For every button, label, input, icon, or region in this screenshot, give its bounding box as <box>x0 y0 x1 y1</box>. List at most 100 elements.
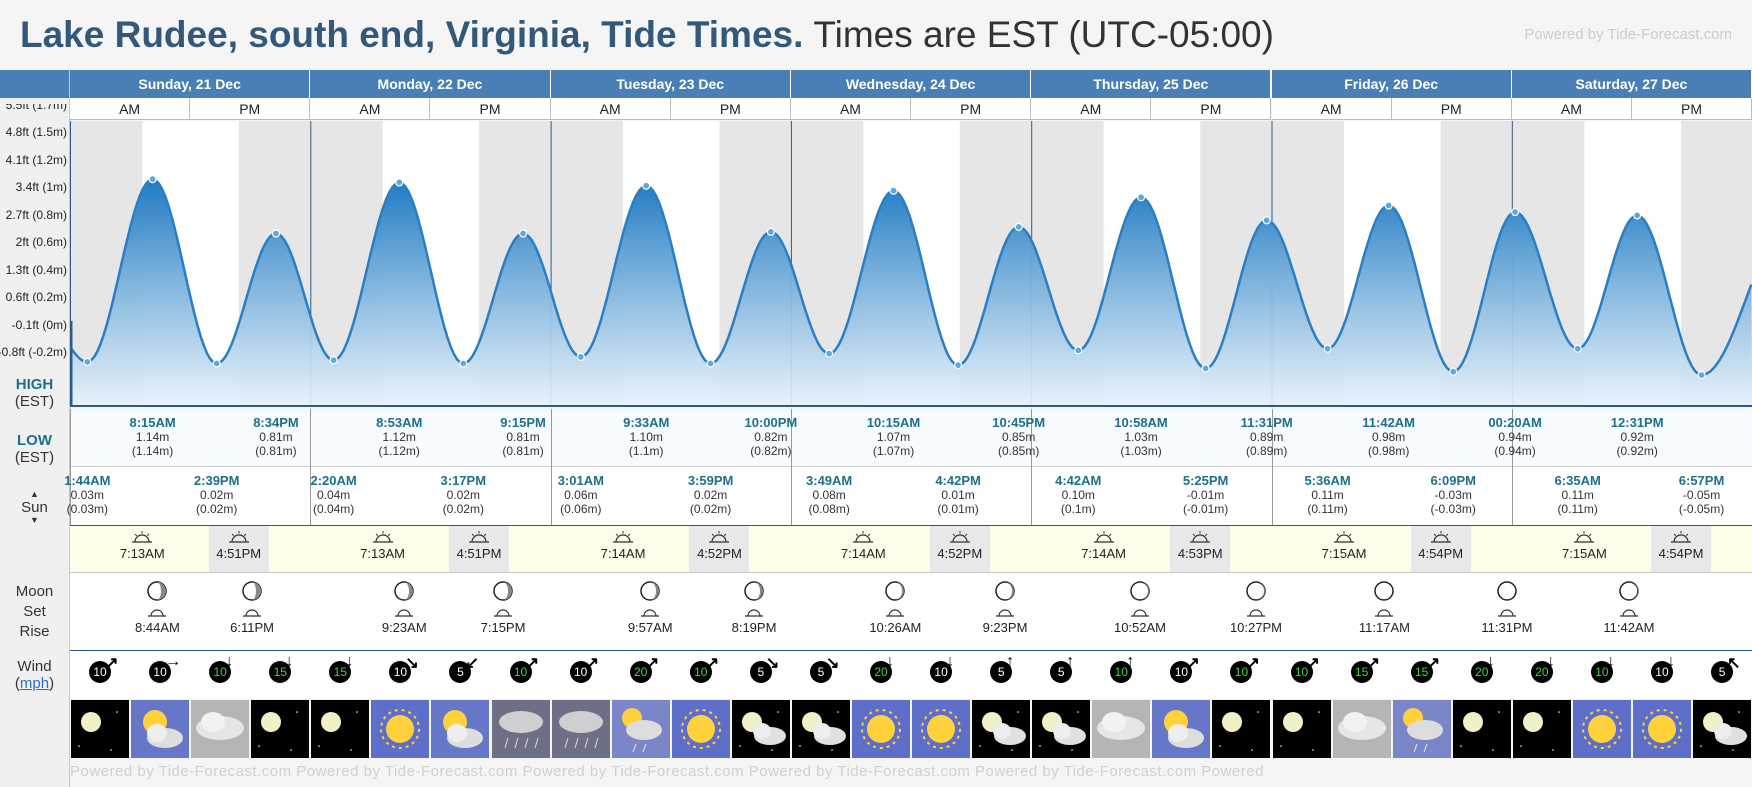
high-tide-cell: 10:45PM 0.85m (0.85m) <box>987 415 1051 459</box>
moonrise-cell: 11:42AM <box>1599 580 1659 635</box>
tide-time: 10:45PM <box>992 415 1046 430</box>
sunset-time: 4:54PM <box>1418 546 1464 561</box>
tide-point <box>212 359 221 368</box>
tide-height-paren: (0.02m) <box>196 502 238 516</box>
wind-cell: 10 ↗ <box>502 655 542 691</box>
moonrise-cell: 10:26AM <box>865 580 925 635</box>
moonrise-cell: 8:44AM <box>127 580 187 635</box>
sunrise-icon <box>613 531 634 543</box>
tide-point <box>1633 211 1642 220</box>
moonset-time: 7:15PM <box>480 620 526 635</box>
moonrise-time: 8:44AM <box>135 620 180 635</box>
day-header: Monday, 22 Dec <box>310 70 551 98</box>
wind-direction-icon: ↗ <box>105 655 119 672</box>
powered-by-footer: Powered by Tide-Forecast.com Powered by … <box>70 763 1264 780</box>
tide-time: 3:59PM <box>687 473 734 488</box>
wind-speed-badge: 10 <box>389 661 412 683</box>
sunset-time: 4:51PM <box>216 546 262 561</box>
tide-height-paren: (1.07m) <box>872 444 915 458</box>
tide-height-m: 1.07m <box>876 430 911 444</box>
wind-cell: 10 ↗ <box>1222 655 1262 691</box>
wind-unit-row: (mph) <box>14 675 55 692</box>
moonset-cell: 6:11PM <box>222 580 282 635</box>
moon-phase-icon <box>147 581 168 601</box>
moon-phase-icon <box>1246 581 1266 601</box>
moon-phase-icon <box>394 581 414 601</box>
tide-time: 1:44AM <box>64 473 111 488</box>
sunrise-icon <box>1093 531 1114 543</box>
wind-direction-icon: ↗ <box>705 655 720 672</box>
tide-height-paren: (-0.01m) <box>1182 502 1229 516</box>
moonset-icon <box>494 609 513 617</box>
tide-height-paren: (0.81m) <box>255 444 297 458</box>
wind-direction-icon: ↗ <box>585 655 600 672</box>
tide-height-paren: (1.03m) <box>1120 444 1162 458</box>
wind-cell: 5 ↙ <box>441 655 481 691</box>
moonset-cell: 10:27PM <box>1226 580 1286 635</box>
wind-speed-badge: 10 <box>930 661 953 683</box>
wind-direction-icon: ↓ <box>345 653 354 670</box>
am-label: AM <box>1511 98 1632 120</box>
wind-cell: 10 ↓ <box>1583 653 1623 691</box>
tide-height-paren: (0.02m) <box>442 502 484 516</box>
wind-speed-badge: 10 <box>209 661 232 683</box>
sunset-cell: 4:51PM <box>209 530 269 561</box>
tide-height-m: -0.05m <box>1682 488 1721 502</box>
low-tide-cell: 4:42AM 0.10m (0.1m) <box>1046 474 1110 517</box>
high-tide-cell: 10:15AM 1.07m (1.07m) <box>862 416 926 459</box>
tide-time: 6:09PM <box>1430 473 1476 488</box>
night-cloudy-weather-icon <box>972 700 1031 758</box>
wind-cell: 10 ↓ <box>201 653 241 691</box>
sunrise-icon <box>1574 531 1595 543</box>
tide-point <box>518 229 528 238</box>
tide-height-m: 0.04m <box>316 488 351 502</box>
y-axis-tick-label: 4.8ft (1.5m) <box>5 125 67 139</box>
moon-phase-icon <box>1619 581 1639 601</box>
partly-cloudy-sun-weather-icon <box>1152 700 1211 758</box>
sunset-time: 4:52PM <box>937 546 983 561</box>
sunrise-time: 7:15AM <box>1561 546 1607 561</box>
tide-point <box>766 227 775 236</box>
tide-height-paren: (0.98m) <box>1367 444 1410 458</box>
wind-unit-link[interactable]: mph <box>19 675 50 692</box>
wind-direction-icon: ↗ <box>1366 655 1381 672</box>
wind-speed-badge: 10 <box>1290 661 1313 683</box>
high-tide-cell: 10:58AM 1.03m (1.03m) <box>1109 416 1173 459</box>
wind-cell: 15 ↓ <box>321 653 361 691</box>
night-clear-weather-icon <box>1512 700 1571 758</box>
rain-weather-icon <box>491 700 550 758</box>
tide-time: 12:31PM <box>1610 415 1664 430</box>
y-axis-tick-label: 2.7ft (0.8m) <box>5 208 67 222</box>
sunrise-time: 7:15AM <box>1321 546 1367 561</box>
high-tide-cell: 11:31PM 0.89m (0.89m) <box>1235 416 1299 459</box>
tide-point <box>1136 193 1146 202</box>
moonset-icon <box>1497 609 1516 617</box>
night-cloudy-weather-icon <box>1693 700 1752 758</box>
tide-height-paren: (0.01m) <box>937 502 979 516</box>
sunset-shade <box>929 526 990 572</box>
wind-speed-badge: 5 <box>449 661 472 683</box>
wind-speed-badge: 10 <box>149 661 172 683</box>
moonset-icon <box>1246 609 1265 617</box>
wind-direction-icon: ↗ <box>1186 655 1200 672</box>
tide-height-m: 0.11m <box>1311 488 1344 502</box>
wind-speed-badge: 20 <box>1530 661 1553 683</box>
high-tide-cell: 00:20AM 0.94m (0.94m) <box>1483 416 1547 459</box>
y-axis-tick-label: 4.1ft (1.2m) <box>5 153 67 167</box>
tide-height-paren: (0.02m) <box>689 502 732 516</box>
wind-cell: 15 ↗ <box>1403 655 1443 691</box>
moon-label: Moon <box>15 583 54 600</box>
partly-cloudy-sun-weather-icon <box>431 700 490 758</box>
moon-rise-label: Rise <box>19 623 50 640</box>
wind-direction-icon: ↑ <box>1006 653 1015 670</box>
moon-phase-icon <box>1497 581 1517 601</box>
tide-chart <box>70 121 1752 407</box>
y-axis-labels: 5.5ft (1.7m) 4.8ft (1.5m) 4.1ft (1.2m) 3.4f… <box>0 104 69 370</box>
tide-height-m: 1.12m <box>382 430 416 444</box>
tide-height-paren: (1.1m) <box>628 444 664 458</box>
tide-point <box>1697 370 1706 380</box>
sunny-weather-icon <box>371 700 430 758</box>
wind-speed-badge: 20 <box>629 661 652 683</box>
tide-time: 11:42AM <box>1362 415 1416 430</box>
tide-point <box>459 359 468 368</box>
